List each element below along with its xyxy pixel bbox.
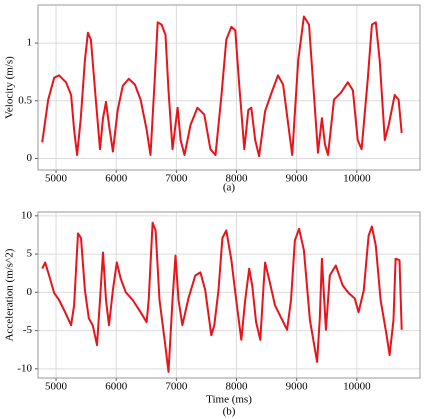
x-tick-label: 6000: [105, 173, 128, 185]
y-axis-label: Acceleration (m/s^2): [4, 248, 16, 341]
x-tick-label: 9000: [286, 381, 309, 393]
x-axis-label: Time (ms): [206, 394, 252, 406]
y-tick-label: 5: [27, 248, 33, 260]
y-tick-label: -5: [23, 324, 33, 336]
y-tick-label: 0: [27, 152, 33, 164]
caption: (b): [223, 406, 236, 418]
x-tick-label: 7000: [165, 173, 188, 185]
y-tick-label: -10: [17, 362, 32, 374]
plot-area: [38, 212, 420, 378]
plot-border: [37, 211, 421, 379]
y-tick-label: 10: [21, 209, 33, 221]
x-tick-label: 5000: [45, 173, 68, 185]
x-tick-label: 10000: [343, 381, 371, 393]
y-tick-label: 1: [27, 37, 33, 49]
caption: (a): [223, 182, 236, 194]
x-tick-label: 5000: [45, 381, 68, 393]
plot-border: [37, 4, 421, 171]
y-tick-label: 0: [27, 286, 33, 298]
data-line: [41, 15, 403, 158]
x-tick-label: 6000: [105, 381, 128, 393]
x-tick-label: 8000: [226, 173, 249, 185]
y-tick-label: 0.5: [18, 94, 32, 106]
x-tick-label: 10000: [343, 173, 371, 185]
x-tick-label: 8000: [226, 381, 249, 393]
y-axis-label: Velocity (m/s): [4, 56, 16, 119]
x-tick-label: 7000: [165, 381, 188, 393]
data-line: [41, 221, 403, 373]
x-tick-label: 9000: [286, 173, 309, 185]
